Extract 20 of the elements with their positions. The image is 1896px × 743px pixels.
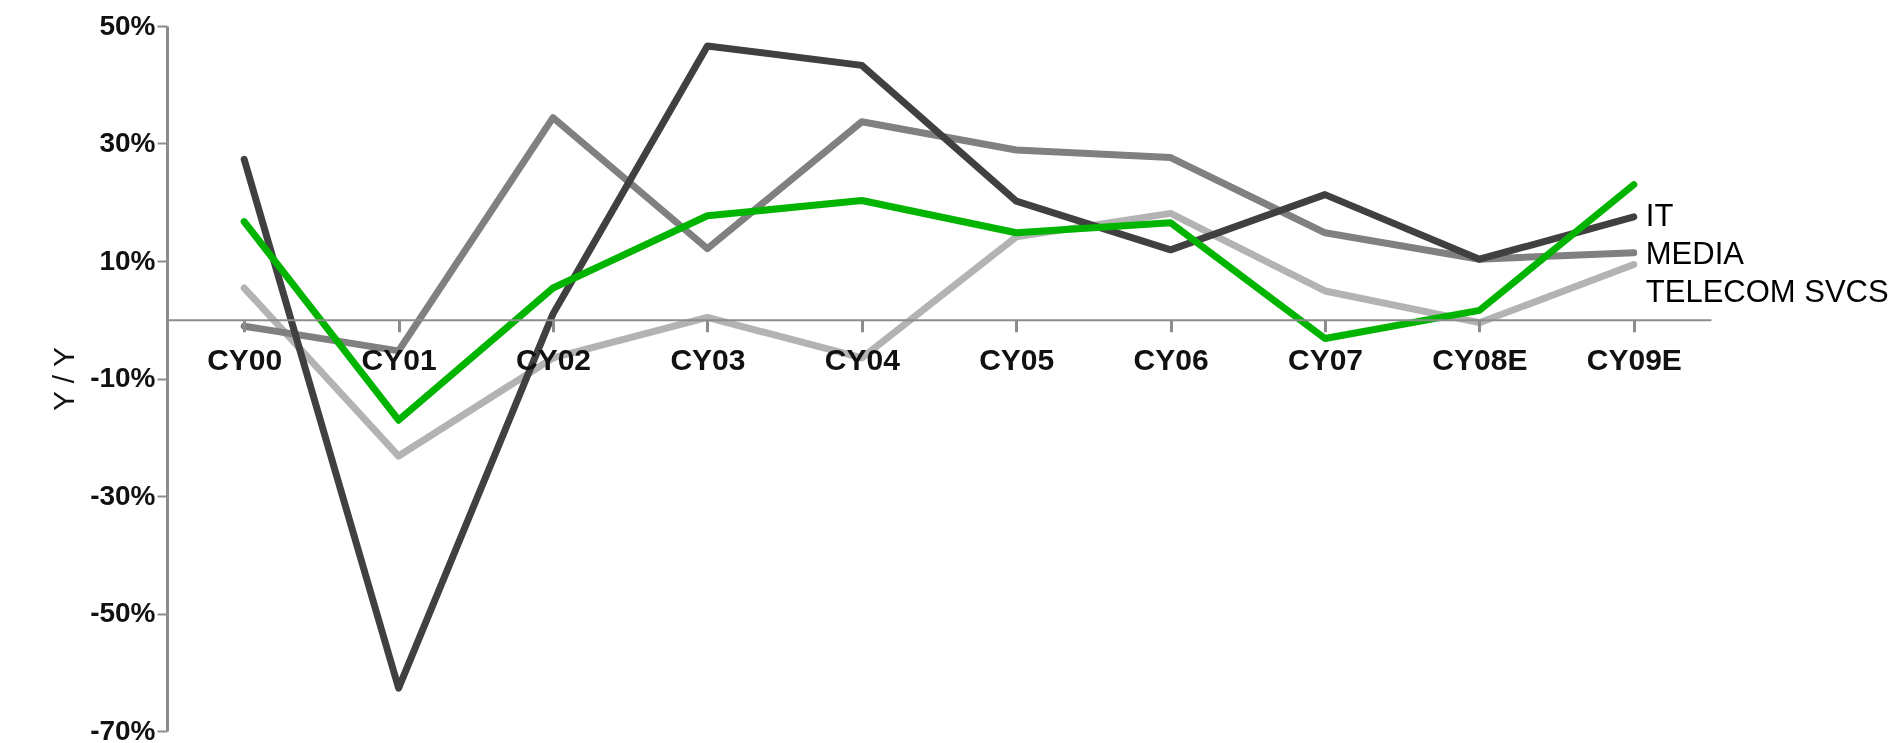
x-tick-label: CY05 (979, 343, 1055, 377)
x-tick-label: CY06 (1133, 343, 1209, 377)
series-label: MEDIA (1645, 235, 1745, 271)
y-tick-label: -10% (90, 362, 156, 393)
x-tick-label: CY00 (207, 343, 283, 377)
series-label: TELECOM SVCS (1645, 273, 1889, 309)
y-tick-label: -30% (90, 479, 156, 511)
series-label: IT (1645, 197, 1674, 233)
y-tick-label: 50% (99, 9, 156, 41)
x-tick-label: CY07 (1287, 343, 1364, 377)
x-tick-label: CY09E (1586, 343, 1682, 377)
y-axis-title: Y / Y (47, 347, 81, 411)
x-tick-label: CY08E (1432, 343, 1528, 377)
x-tick-label: CY04 (824, 343, 901, 377)
y-tick-label: 10% (99, 244, 156, 276)
y-tick-label: 30% (99, 127, 156, 158)
x-tick-label: CY01 (361, 343, 437, 377)
y-tick-label: -50% (90, 597, 156, 628)
y-tick-label: -70% (90, 714, 156, 743)
x-tick-label: CY03 (670, 343, 746, 377)
